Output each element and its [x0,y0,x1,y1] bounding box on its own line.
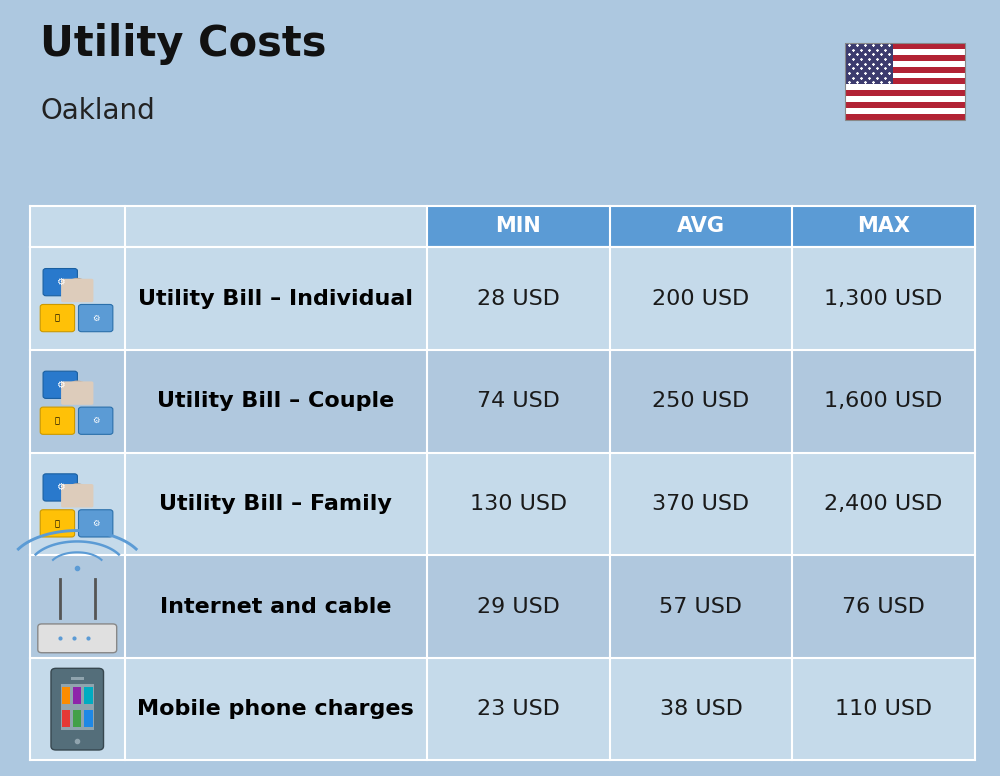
Text: 74 USD: 74 USD [477,391,560,411]
FancyBboxPatch shape [40,304,75,331]
Bar [845,54,965,61]
Text: 110 USD: 110 USD [835,699,932,719]
Text: 38 USD: 38 USD [660,699,742,719]
Text: ⚙: ⚙ [56,483,65,493]
Text: 29 USD: 29 USD [477,597,560,616]
Text: ⚙: ⚙ [56,379,65,390]
Bar [71,677,84,680]
Text: 76 USD: 76 USD [842,597,925,616]
FancyBboxPatch shape [43,268,77,296]
Bar [84,687,93,704]
FancyBboxPatch shape [40,407,75,435]
Circle shape [67,484,87,499]
Text: Utility Costs: Utility Costs [40,23,326,65]
Text: AVG: AVG [677,217,725,237]
Text: 🔌: 🔌 [55,314,60,323]
Bar [845,96,965,102]
Bar [845,43,965,49]
Bar [845,43,893,85]
Text: 57 USD: 57 USD [659,597,742,616]
Bar [30,658,975,760]
Text: 370 USD: 370 USD [652,494,750,514]
FancyBboxPatch shape [43,371,77,398]
FancyBboxPatch shape [61,381,93,405]
Text: Mobile phone charges: Mobile phone charges [137,699,414,719]
Bar [845,102,965,109]
Text: MAX: MAX [857,217,910,237]
Text: Oakland: Oakland [40,97,155,125]
Text: ⚙: ⚙ [92,416,99,425]
Text: Internet and cable: Internet and cable [160,597,391,616]
Bar [61,684,94,730]
Text: MIN: MIN [495,217,541,237]
Text: 2,400 USD: 2,400 USD [824,494,943,514]
Bar [845,49,965,54]
Bar [845,67,965,72]
Bar [30,350,975,452]
FancyBboxPatch shape [79,304,113,331]
FancyBboxPatch shape [38,624,117,653]
Bar [62,710,70,727]
Text: 1,600 USD: 1,600 USD [824,391,943,411]
Bar [30,248,975,350]
Text: 130 USD: 130 USD [470,494,567,514]
Text: ⚙: ⚙ [56,277,65,287]
Bar [845,114,965,120]
Bar [30,452,975,555]
FancyBboxPatch shape [61,279,93,302]
FancyBboxPatch shape [51,668,104,750]
Circle shape [67,381,87,397]
Bar [427,206,975,248]
Bar [84,710,93,727]
Bar [845,61,965,67]
FancyBboxPatch shape [79,510,113,537]
Bar [30,555,975,658]
Bar [845,78,965,85]
Bar [845,85,965,91]
Text: 🔌: 🔌 [55,416,60,425]
FancyBboxPatch shape [79,407,113,435]
Text: 1,300 USD: 1,300 USD [824,289,943,309]
Text: 23 USD: 23 USD [477,699,560,719]
FancyBboxPatch shape [40,510,75,537]
FancyBboxPatch shape [61,484,93,508]
Text: 28 USD: 28 USD [477,289,560,309]
Bar [62,687,70,704]
Bar [845,91,965,96]
Bar [845,109,965,114]
Text: 250 USD: 250 USD [652,391,750,411]
Text: 200 USD: 200 USD [652,289,750,309]
FancyBboxPatch shape [43,474,77,501]
Text: ⚙: ⚙ [92,314,99,323]
Text: Utility Bill – Couple: Utility Bill – Couple [157,391,394,411]
Bar [73,687,81,704]
Text: 🔌: 🔌 [55,519,60,528]
Bar [845,72,965,78]
Text: Utility Bill – Individual: Utility Bill – Individual [138,289,413,309]
Bar [73,710,81,727]
Bar [845,43,965,120]
Text: Utility Bill – Family: Utility Bill – Family [159,494,392,514]
Circle shape [67,279,87,294]
Bar [30,206,427,248]
Text: ⚙: ⚙ [92,519,99,528]
